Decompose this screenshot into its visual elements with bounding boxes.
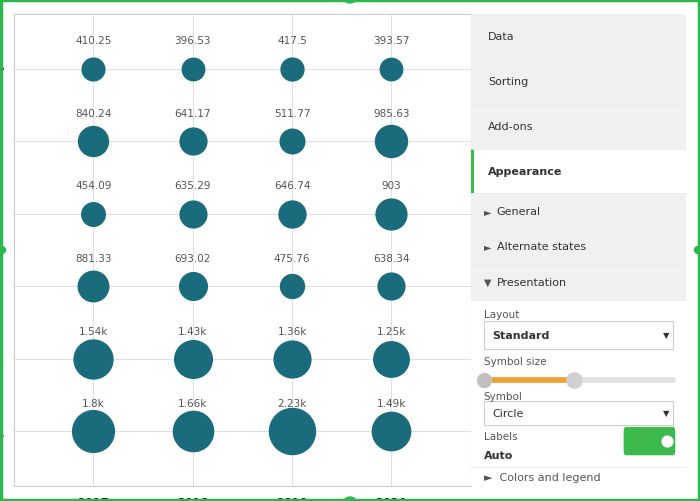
Text: ▼: ▼ bbox=[664, 408, 670, 417]
Text: Appearance: Appearance bbox=[488, 167, 563, 177]
Text: 985.63: 985.63 bbox=[373, 109, 410, 119]
Point bbox=[286, 355, 297, 363]
Text: 840.24: 840.24 bbox=[76, 109, 112, 119]
FancyBboxPatch shape bbox=[471, 265, 686, 300]
Point bbox=[187, 138, 198, 146]
Point bbox=[386, 283, 397, 291]
FancyBboxPatch shape bbox=[471, 60, 686, 105]
Text: ►: ► bbox=[484, 206, 491, 216]
Text: 903: 903 bbox=[382, 181, 401, 191]
Text: 1.8k: 1.8k bbox=[82, 398, 105, 408]
Point bbox=[88, 65, 99, 73]
Point bbox=[187, 355, 198, 363]
Point bbox=[386, 355, 397, 363]
Point bbox=[478, 376, 489, 384]
Text: 1.49k: 1.49k bbox=[377, 398, 406, 408]
Point bbox=[286, 65, 297, 73]
Point bbox=[286, 428, 297, 436]
Point bbox=[187, 283, 198, 291]
Point bbox=[187, 210, 198, 218]
Text: 881.33: 881.33 bbox=[75, 254, 112, 264]
Text: 454.09: 454.09 bbox=[76, 181, 112, 191]
Text: 410.25: 410.25 bbox=[76, 36, 112, 46]
FancyBboxPatch shape bbox=[624, 427, 676, 455]
Text: 1.66k: 1.66k bbox=[178, 398, 207, 408]
Text: Labels: Labels bbox=[484, 431, 517, 441]
FancyBboxPatch shape bbox=[471, 149, 474, 194]
Text: Layout: Layout bbox=[484, 309, 519, 319]
Point bbox=[187, 428, 198, 436]
Text: Symbol size: Symbol size bbox=[484, 356, 547, 366]
Text: ►: ► bbox=[484, 242, 491, 252]
Point bbox=[661, 437, 672, 445]
Text: General: General bbox=[497, 206, 541, 216]
Text: 393.57: 393.57 bbox=[373, 36, 410, 46]
Text: 511.77: 511.77 bbox=[274, 109, 310, 119]
Point bbox=[88, 355, 99, 363]
Text: 396.53: 396.53 bbox=[174, 36, 211, 46]
FancyBboxPatch shape bbox=[484, 321, 673, 349]
Point bbox=[568, 376, 580, 384]
Point bbox=[286, 210, 297, 218]
Text: 638.34: 638.34 bbox=[373, 254, 410, 264]
Point bbox=[286, 138, 297, 146]
FancyBboxPatch shape bbox=[471, 149, 686, 194]
Text: 2.23k: 2.23k bbox=[277, 398, 307, 408]
Text: 635.29: 635.29 bbox=[174, 181, 211, 191]
Point bbox=[386, 428, 397, 436]
Text: ►  Colors and legend: ► Colors and legend bbox=[484, 471, 601, 481]
FancyBboxPatch shape bbox=[471, 15, 686, 60]
FancyBboxPatch shape bbox=[471, 300, 686, 486]
Text: ▼: ▼ bbox=[664, 331, 670, 340]
FancyBboxPatch shape bbox=[471, 194, 686, 229]
FancyBboxPatch shape bbox=[471, 105, 686, 149]
Text: Sorting: Sorting bbox=[488, 77, 528, 87]
Text: 1.43k: 1.43k bbox=[178, 326, 207, 336]
Text: 1.36k: 1.36k bbox=[277, 326, 307, 336]
Text: Data: Data bbox=[488, 33, 514, 43]
Text: 646.74: 646.74 bbox=[274, 181, 310, 191]
Point bbox=[286, 283, 297, 291]
Text: Circle: Circle bbox=[493, 408, 524, 418]
Text: Alternate states: Alternate states bbox=[497, 242, 586, 252]
Point bbox=[88, 283, 99, 291]
Point bbox=[88, 138, 99, 146]
Text: 1.54k: 1.54k bbox=[79, 326, 108, 336]
Text: Add-ons: Add-ons bbox=[488, 122, 533, 132]
Point bbox=[88, 210, 99, 218]
FancyBboxPatch shape bbox=[484, 401, 673, 425]
Point bbox=[187, 65, 198, 73]
Point bbox=[88, 428, 99, 436]
Text: 417.5: 417.5 bbox=[277, 36, 307, 46]
Text: Symbol: Symbol bbox=[484, 391, 523, 401]
Point bbox=[386, 138, 397, 146]
FancyBboxPatch shape bbox=[471, 229, 686, 265]
Point bbox=[386, 210, 397, 218]
Text: Standard: Standard bbox=[493, 330, 550, 340]
Text: Auto: Auto bbox=[484, 450, 513, 460]
Text: ▼: ▼ bbox=[484, 277, 491, 287]
Text: 641.17: 641.17 bbox=[174, 109, 211, 119]
Point bbox=[386, 65, 397, 73]
Text: 693.02: 693.02 bbox=[174, 254, 211, 264]
Text: 1.25k: 1.25k bbox=[377, 326, 406, 336]
Text: Presentation: Presentation bbox=[497, 277, 567, 287]
Text: 475.76: 475.76 bbox=[274, 254, 310, 264]
